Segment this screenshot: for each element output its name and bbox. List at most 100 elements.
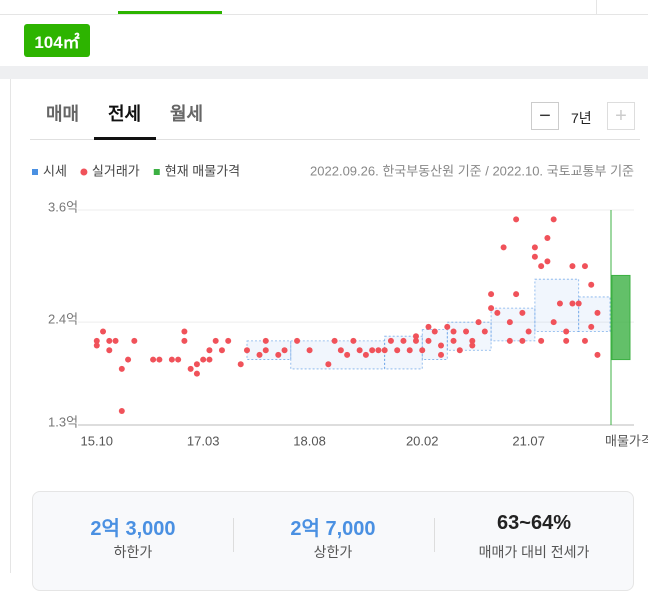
- transaction-point: [450, 328, 457, 335]
- summary-label: 매매가 대비 전세가: [478, 544, 590, 560]
- transaction-point: [519, 337, 526, 344]
- period: 7년: [571, 110, 592, 126]
- transaction-point: [569, 263, 576, 270]
- transaction-point: [200, 356, 207, 363]
- listing-range: [611, 274, 631, 361]
- transaction-point: [469, 342, 476, 349]
- transaction-point: [412, 333, 419, 340]
- x-tick-label: 17.03: [187, 433, 220, 448]
- transaction-point: [406, 347, 413, 354]
- transaction-point: [106, 337, 113, 344]
- tab[interactable]: 전세: [108, 104, 142, 124]
- transaction-point: [519, 309, 526, 316]
- transaction-point: [525, 328, 532, 335]
- transaction-point: [256, 351, 263, 358]
- transaction-point: [118, 407, 125, 414]
- transaction-point: [563, 328, 570, 335]
- divider: [434, 518, 435, 552]
- tab-line: [30, 139, 640, 140]
- transaction-point: [394, 347, 401, 354]
- summary-label: 하한가: [113, 544, 153, 560]
- transaction-point: [93, 337, 100, 344]
- legend-label: 시세: [43, 163, 67, 178]
- plus-button[interactable]: +: [607, 102, 635, 130]
- transaction-point: [456, 347, 463, 354]
- transaction-point: [475, 319, 482, 326]
- transaction-point: [356, 347, 363, 354]
- transaction-point: [494, 309, 501, 316]
- transaction-point: [118, 365, 125, 372]
- x-tick-label: 21.07: [512, 433, 545, 448]
- transaction-point: [181, 328, 188, 335]
- transaction-point: [218, 347, 225, 354]
- transaction-point: [331, 337, 338, 344]
- transaction-point: [588, 281, 595, 288]
- transaction-point: [237, 361, 244, 368]
- transaction-point: [100, 328, 107, 335]
- transaction-point: [181, 337, 188, 344]
- transaction-point: [513, 216, 520, 223]
- x-tick-label: 18.08: [293, 433, 326, 448]
- transaction-point: [438, 351, 445, 358]
- transaction-point: [488, 305, 495, 312]
- transaction-point: [262, 347, 269, 354]
- transaction-point: [588, 323, 595, 330]
- top-bar: [0, 0, 648, 15]
- tab[interactable]: 월세: [170, 104, 204, 124]
- x-tick-label: 15.10: [81, 433, 114, 448]
- transaction-point: [513, 291, 520, 298]
- transaction-point: [262, 337, 269, 344]
- legend-marker: [80, 168, 88, 176]
- tab[interactable]: 매매: [46, 104, 80, 124]
- size-badge[interactable]: 104㎡: [24, 24, 90, 57]
- transaction-point: [531, 244, 538, 251]
- market-band: [578, 296, 611, 332]
- transaction-point: [412, 337, 419, 344]
- transaction-point: [381, 347, 388, 354]
- transaction-point: [369, 347, 376, 354]
- transaction-point: [500, 244, 507, 251]
- transaction-point: [481, 328, 488, 335]
- transaction-point: [387, 337, 394, 344]
- transaction-point: [350, 337, 357, 344]
- transaction-point: [106, 347, 113, 354]
- transaction-point: [594, 309, 601, 316]
- transaction-point: [168, 356, 175, 363]
- transaction-point: [93, 342, 100, 349]
- minus-button[interactable]: −: [531, 102, 559, 130]
- transaction-point: [575, 300, 582, 307]
- transaction-point: [538, 263, 545, 270]
- transaction-point: [206, 356, 213, 363]
- summary-value: 63~64%: [497, 512, 571, 534]
- market-band: [290, 340, 386, 370]
- summary-value: 2억 7,000: [290, 518, 376, 540]
- transaction-point: [206, 347, 213, 354]
- divider: [596, 0, 597, 14]
- transaction-point: [275, 351, 282, 358]
- transaction-point: [556, 300, 563, 307]
- transaction-point: [581, 263, 588, 270]
- transaction-point: [538, 337, 545, 344]
- transaction-point: [438, 342, 445, 349]
- transaction-point: [431, 328, 438, 335]
- transaction-point: [156, 356, 163, 363]
- transaction-point: [193, 361, 200, 368]
- transaction-point: [469, 337, 476, 344]
- divider: [233, 518, 234, 552]
- transaction-point: [425, 337, 432, 344]
- transaction-point: [581, 337, 588, 344]
- transaction-point: [419, 347, 426, 354]
- transaction-point: [400, 337, 407, 344]
- summary-value: 2억 3,000: [90, 518, 176, 540]
- transaction-point: [463, 328, 470, 335]
- transaction-point: [306, 347, 313, 354]
- transaction-point: [531, 253, 538, 260]
- summary-label: 상한가: [313, 544, 353, 560]
- transaction-point: [563, 337, 570, 344]
- transaction-point: [325, 361, 332, 368]
- transaction-point: [425, 323, 432, 330]
- transaction-point: [243, 347, 250, 354]
- transaction-point: [506, 337, 513, 344]
- transaction-point: [544, 258, 551, 265]
